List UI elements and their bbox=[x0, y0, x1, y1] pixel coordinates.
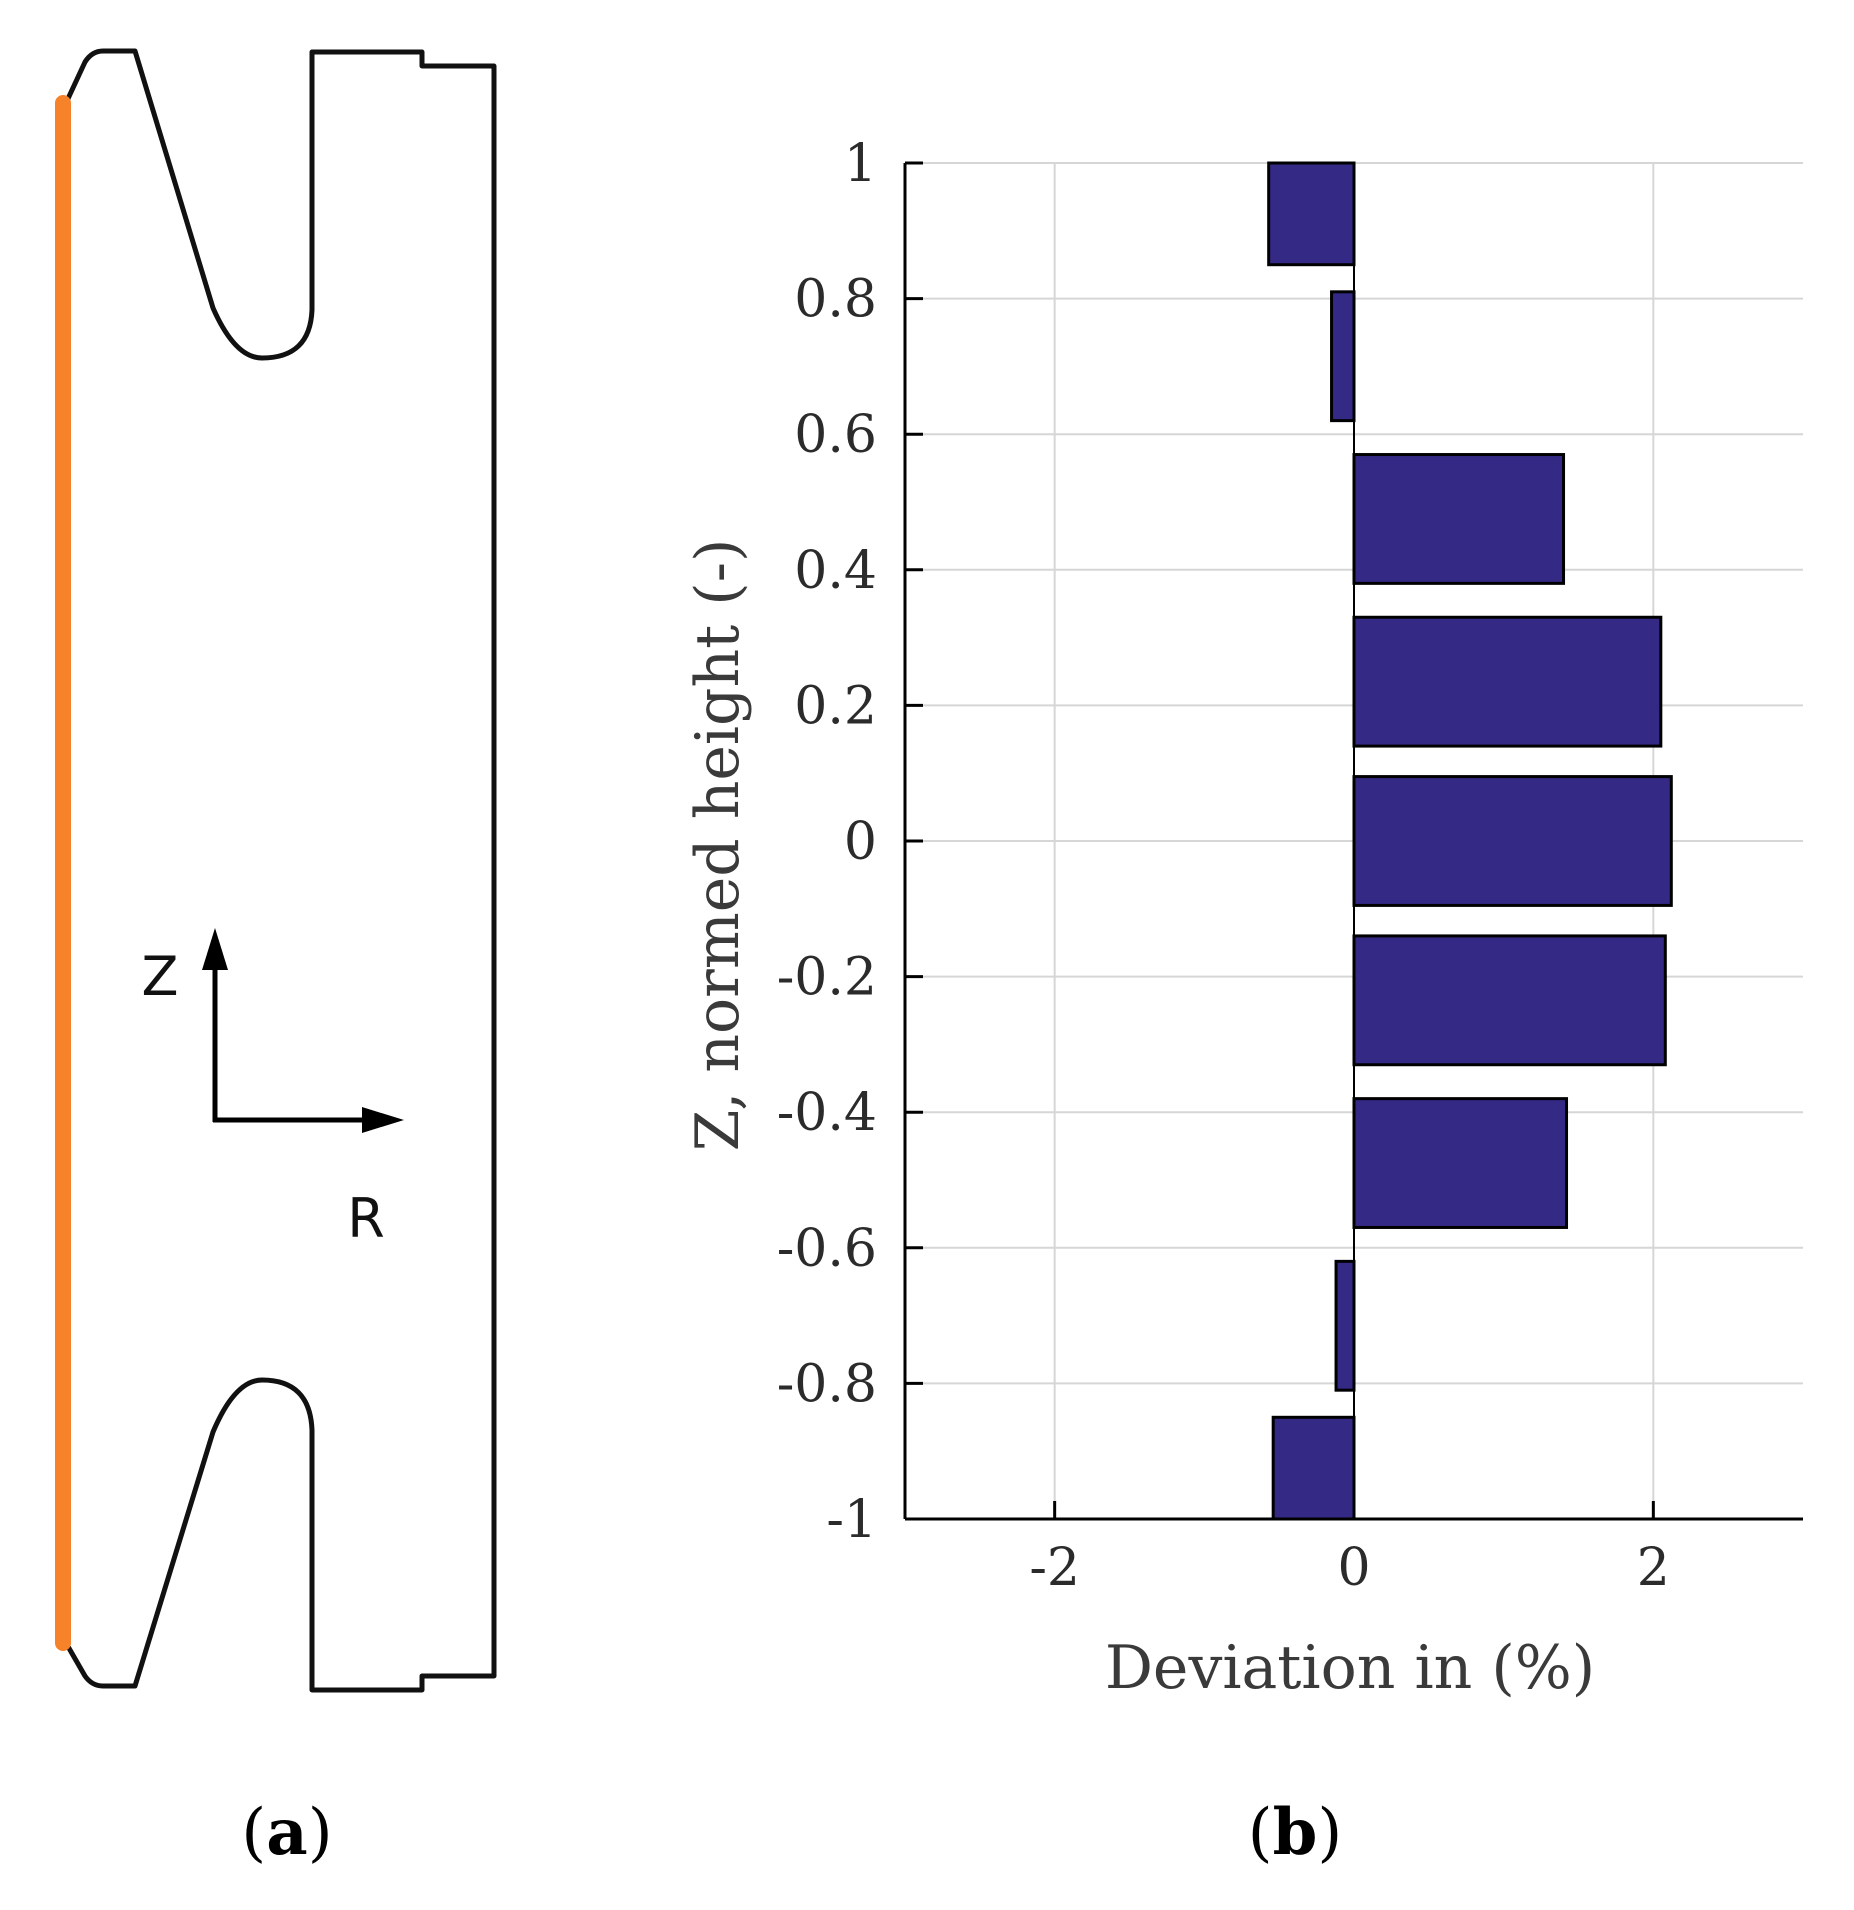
specimen-diagram: Z R (a) bbox=[55, 48, 497, 1870]
x-tick-label: 2 bbox=[1637, 1538, 1670, 1598]
deviation-bar-5 bbox=[1352, 775, 1673, 907]
y-tick-label: 0.8 bbox=[794, 270, 877, 330]
x-axis-title: Deviation in (%) bbox=[1105, 1633, 1595, 1703]
deviation-bar-4 bbox=[1352, 615, 1663, 748]
y-tick-label: -0.2 bbox=[777, 948, 877, 1008]
y-tick-label: -1 bbox=[826, 1490, 877, 1550]
deviation-bar-1 bbox=[1267, 161, 1356, 267]
y-tick-label: 0.6 bbox=[794, 405, 877, 465]
y-tick-labels: 1 0.8 0.6 0.4 0.2 0 -0.2 -0.4 -0.6 -0.8 -1 bbox=[777, 134, 877, 1550]
deviation-chart: 1 0.8 0.6 0.4 0.2 0 -0.2 -0.4 -0.6 -0.8 -1 -2 0 2 De… bbox=[683, 134, 1803, 1870]
specimen-outline bbox=[63, 48, 497, 1693]
x-tick-labels: -2 0 2 bbox=[1029, 1538, 1670, 1598]
panel-a-label: (a) bbox=[241, 1795, 332, 1870]
y-tick-label: -0.6 bbox=[777, 1219, 877, 1279]
deviation-bar-6 bbox=[1352, 934, 1667, 1067]
deviation-bar-9 bbox=[1271, 1415, 1356, 1521]
z-axis-label: Z bbox=[142, 945, 179, 1008]
deviation-bar-2 bbox=[1330, 290, 1356, 423]
y-tick-label: 1 bbox=[844, 134, 877, 194]
y-tick-label: 0.4 bbox=[794, 541, 877, 601]
deviation-bar-8 bbox=[1334, 1259, 1356, 1392]
r-axis-arrowhead bbox=[362, 1107, 404, 1133]
z-axis-arrowhead bbox=[202, 928, 228, 970]
deviation-bar-3 bbox=[1352, 453, 1566, 585]
y-tick-label: 0.2 bbox=[794, 676, 877, 736]
chart-axes bbox=[903, 161, 1803, 1521]
r-axis-label: R bbox=[347, 1187, 385, 1250]
x-tick-label: -2 bbox=[1029, 1538, 1080, 1598]
y-axis-title: Z, normed height (-) bbox=[683, 539, 753, 1152]
y-tick-label: -0.8 bbox=[777, 1354, 877, 1414]
panel-b-label: (b) bbox=[1248, 1795, 1343, 1870]
coordinate-axes: Z R bbox=[142, 928, 404, 1250]
x-tick-label: 0 bbox=[1337, 1538, 1370, 1598]
chart-bars bbox=[1267, 161, 1673, 1521]
deviation-bar-7 bbox=[1352, 1097, 1569, 1229]
y-tick-label: -0.4 bbox=[777, 1083, 877, 1143]
y-tick-label: 0 bbox=[844, 812, 877, 872]
